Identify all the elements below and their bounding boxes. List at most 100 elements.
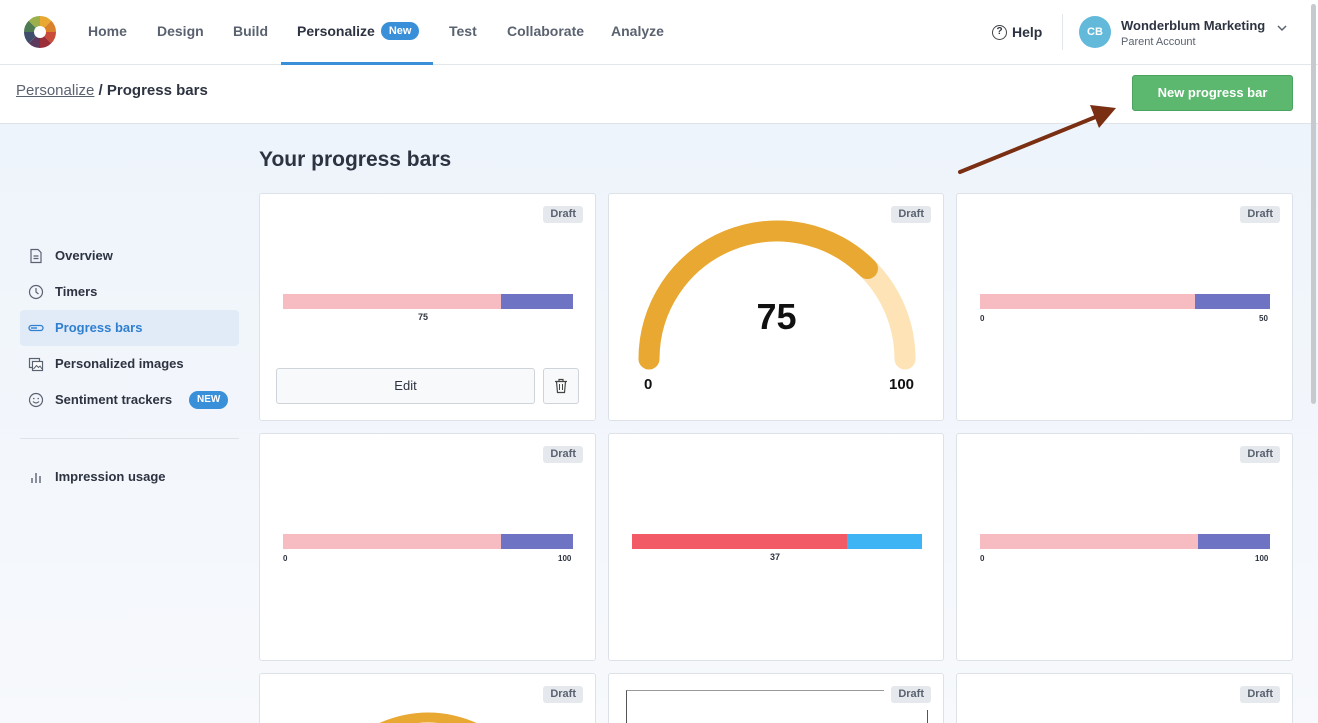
progress-bar-fill <box>980 294 1195 309</box>
progress-min-label: 0 <box>980 554 985 563</box>
account-type: Parent Account <box>1121 36 1196 48</box>
progress-min-label: 0 <box>980 314 985 323</box>
sidebar-item-label: Progress bars <box>55 320 143 335</box>
progress-bar-remainder <box>500 294 573 309</box>
gauge-chart <box>638 220 916 370</box>
gauge-fill <box>638 220 878 370</box>
nav-test[interactable]: Test <box>449 23 477 39</box>
new-badge: New <box>380 22 420 41</box>
status-badge: Draft <box>543 686 583 703</box>
app-logo-icon[interactable] <box>24 16 56 48</box>
help-icon: ? <box>992 24 1007 40</box>
help-link[interactable]: ? Help <box>992 0 1042 65</box>
progress-bar-remainder <box>500 534 573 549</box>
gauge-value: 75 <box>756 296 797 337</box>
progress-value-label: 37 <box>770 552 781 562</box>
new-progress-bar-button[interactable]: New progress bar <box>1132 75 1293 111</box>
sidebar-item-label: Impression usage <box>55 469 166 484</box>
progress-bar-fill <box>980 534 1198 549</box>
progress-bar-remainder <box>1194 294 1270 309</box>
status-badge: Draft <box>1240 206 1280 223</box>
bar-chart-icon <box>31 473 41 483</box>
progress-bar-icon <box>28 324 44 332</box>
preview-frame <box>626 690 884 723</box>
avatar[interactable]: CB <box>1079 16 1111 48</box>
status-badge: Draft <box>543 446 583 463</box>
sidebar-item-label: Sentiment trackers <box>55 392 173 407</box>
breadcrumb: Personalize / Progress bars <box>16 82 208 99</box>
breadcrumb-current: Progress bars <box>106 82 208 99</box>
status-badge: Draft <box>891 206 931 223</box>
gauge-chart <box>379 712 477 723</box>
sidebar-item-impression-usage[interactable]: Impression usage <box>20 459 239 495</box>
preview-frame-edge <box>927 710 928 723</box>
document-icon <box>30 248 42 264</box>
progress-bar-remainder <box>846 534 922 549</box>
status-badge: Draft <box>543 206 583 223</box>
progress-bar-card[interactable]: Draft <box>956 673 1293 723</box>
progress-min-label: 0 <box>283 554 288 563</box>
gauge-min-label: 0 <box>644 376 653 393</box>
progress-bar-preview <box>632 534 922 549</box>
nav-personalize[interactable]: Personalize New <box>297 0 420 65</box>
divider <box>1062 14 1063 50</box>
progress-value-label: 75 <box>418 312 429 322</box>
active-tab-indicator <box>281 62 433 65</box>
sidebar-item-label: Overview <box>55 248 113 263</box>
account-name[interactable]: Wonderblum Marketing <box>1121 18 1266 33</box>
sub-header: Personalize / Progress bars New progress… <box>0 65 1318 124</box>
sidebar-item-label: Personalized images <box>55 356 184 371</box>
progress-bar-fill <box>632 534 847 549</box>
gauge-track <box>638 220 916 370</box>
sidebar-item-progress-bars[interactable]: Progress bars <box>20 310 239 346</box>
progress-bar-card[interactable]: Draft 0 50 <box>956 193 1293 421</box>
chevron-down-icon[interactable] <box>1276 22 1288 34</box>
new-badge: NEW <box>189 391 229 409</box>
main-content: Overview Timers Progress bars Personaliz… <box>0 124 1318 723</box>
sidebar-divider <box>20 438 239 439</box>
clock-icon <box>28 284 44 300</box>
progress-max-label: 100 <box>558 554 572 563</box>
status-badge: Draft <box>891 686 931 703</box>
sidebar-item-label: Timers <box>55 284 98 299</box>
progress-bar-preview <box>980 294 1270 309</box>
progress-bar-preview <box>980 534 1270 549</box>
page-title: Your progress bars <box>259 148 452 171</box>
sidebar-item-personalized-images[interactable]: Personalized images <box>20 346 239 382</box>
progress-bar-card[interactable]: Draft <box>608 673 944 723</box>
progress-bar-fill <box>283 534 501 549</box>
progress-bar-card[interactable]: Draft 0 100 <box>259 433 596 661</box>
progress-bar-card[interactable]: 37 <box>608 433 944 661</box>
gauge-max-label: 100 <box>889 376 915 393</box>
nav-home[interactable]: Home <box>88 23 127 39</box>
smiley-icon <box>28 392 44 408</box>
progress-bar-card[interactable]: Draft 0 100 <box>956 433 1293 661</box>
nav-personalize-label: Personalize <box>297 23 375 39</box>
edit-button[interactable]: Edit <box>276 368 535 404</box>
nav-build[interactable]: Build <box>233 23 268 39</box>
progress-max-label: 100 <box>1255 554 1269 563</box>
scrollbar-thumb[interactable] <box>1311 4 1316 404</box>
progress-bar-preview <box>283 534 573 549</box>
sidebar-item-sentiment-trackers[interactable]: Sentiment trackers NEW <box>20 382 239 418</box>
sidebar-item-timers[interactable]: Timers <box>20 274 239 310</box>
image-icon <box>28 357 44 372</box>
progress-gauge-card[interactable]: Draft <box>259 673 596 723</box>
status-badge: Draft <box>1240 686 1280 703</box>
nav-design[interactable]: Design <box>157 23 204 39</box>
sidebar-item-overview[interactable]: Overview <box>20 238 239 274</box>
top-nav: Home Design Build Personalize New Test Co… <box>0 0 1318 65</box>
help-label: Help <box>1012 24 1043 40</box>
delete-button[interactable] <box>543 368 579 404</box>
progress-gauge-card[interactable]: Draft 75 0 100 <box>608 193 944 421</box>
breadcrumb-link-personalize[interactable]: Personalize <box>16 82 95 99</box>
breadcrumb-separator: / <box>94 82 107 99</box>
progress-bar-remainder <box>1197 534 1270 549</box>
nav-analyze[interactable]: Analyze <box>611 23 664 39</box>
progress-max-label: 50 <box>1259 314 1268 323</box>
annotation-arrow-icon <box>958 105 1116 174</box>
progress-bar-preview <box>283 294 573 309</box>
nav-collaborate[interactable]: Collaborate <box>507 23 585 39</box>
progress-bar-card[interactable]: Draft 75 Edit <box>259 193 596 421</box>
status-badge: Draft <box>1240 446 1280 463</box>
